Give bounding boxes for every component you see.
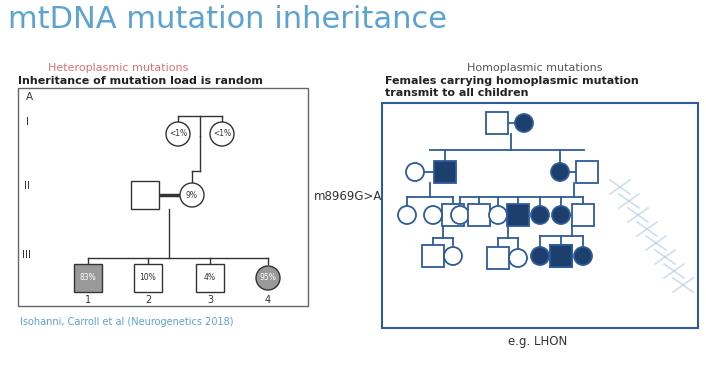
Text: 3: 3 bbox=[207, 295, 213, 305]
Text: Homoplasmic mutations: Homoplasmic mutations bbox=[467, 63, 603, 73]
Bar bbox=[422, 245, 444, 267]
Circle shape bbox=[552, 206, 570, 224]
Text: 4: 4 bbox=[265, 295, 271, 305]
Text: 9%: 9% bbox=[186, 190, 198, 199]
Text: 10%: 10% bbox=[140, 273, 156, 283]
Text: Females carrying homoplasmic mutation
transmit to all children: Females carrying homoplasmic mutation tr… bbox=[385, 76, 639, 98]
Bar bbox=[434, 161, 456, 183]
Circle shape bbox=[406, 163, 424, 181]
Bar bbox=[74, 264, 102, 292]
Circle shape bbox=[551, 163, 569, 181]
Bar bbox=[131, 181, 159, 209]
Text: 2: 2 bbox=[145, 295, 151, 305]
Circle shape bbox=[398, 206, 416, 224]
Text: m8969G>A: m8969G>A bbox=[314, 190, 383, 203]
Bar bbox=[487, 247, 509, 269]
Text: A: A bbox=[26, 92, 33, 102]
Bar bbox=[486, 112, 508, 134]
Text: I: I bbox=[26, 117, 29, 127]
Circle shape bbox=[509, 249, 527, 267]
Text: Inheritance of mutation load is random: Inheritance of mutation load is random bbox=[18, 76, 263, 86]
Text: Isohanni, Carroll et al (Neurogenetics 2018): Isohanni, Carroll et al (Neurogenetics 2… bbox=[20, 317, 234, 327]
Bar bbox=[576, 161, 598, 183]
Text: 1: 1 bbox=[85, 295, 91, 305]
Text: 83%: 83% bbox=[80, 273, 97, 283]
Bar bbox=[442, 204, 464, 226]
Bar bbox=[18, 88, 308, 306]
Text: Heteroplasmic mutations: Heteroplasmic mutations bbox=[48, 63, 189, 73]
Circle shape bbox=[531, 247, 549, 265]
Text: mtDNA mutation inheritance: mtDNA mutation inheritance bbox=[8, 5, 447, 34]
Bar bbox=[550, 245, 572, 267]
Bar bbox=[572, 204, 594, 226]
Text: II: II bbox=[24, 181, 30, 191]
Bar bbox=[550, 245, 572, 267]
Circle shape bbox=[574, 247, 592, 265]
Circle shape bbox=[424, 206, 442, 224]
Circle shape bbox=[489, 206, 507, 224]
Bar bbox=[134, 264, 162, 292]
Text: 4%: 4% bbox=[204, 273, 216, 283]
Text: III: III bbox=[22, 250, 31, 260]
Text: e.g. LHON: e.g. LHON bbox=[508, 335, 568, 348]
Circle shape bbox=[451, 206, 469, 224]
Text: 95%: 95% bbox=[260, 273, 277, 283]
Circle shape bbox=[166, 122, 190, 146]
Circle shape bbox=[180, 183, 204, 207]
Bar bbox=[196, 264, 224, 292]
Circle shape bbox=[210, 122, 234, 146]
Circle shape bbox=[444, 247, 462, 265]
Bar bbox=[382, 103, 698, 328]
Circle shape bbox=[531, 206, 549, 224]
Text: <1%: <1% bbox=[213, 129, 231, 138]
Bar bbox=[468, 204, 490, 226]
Circle shape bbox=[515, 114, 533, 132]
Bar bbox=[507, 204, 529, 226]
Circle shape bbox=[256, 266, 280, 290]
Text: <1%: <1% bbox=[169, 129, 187, 138]
